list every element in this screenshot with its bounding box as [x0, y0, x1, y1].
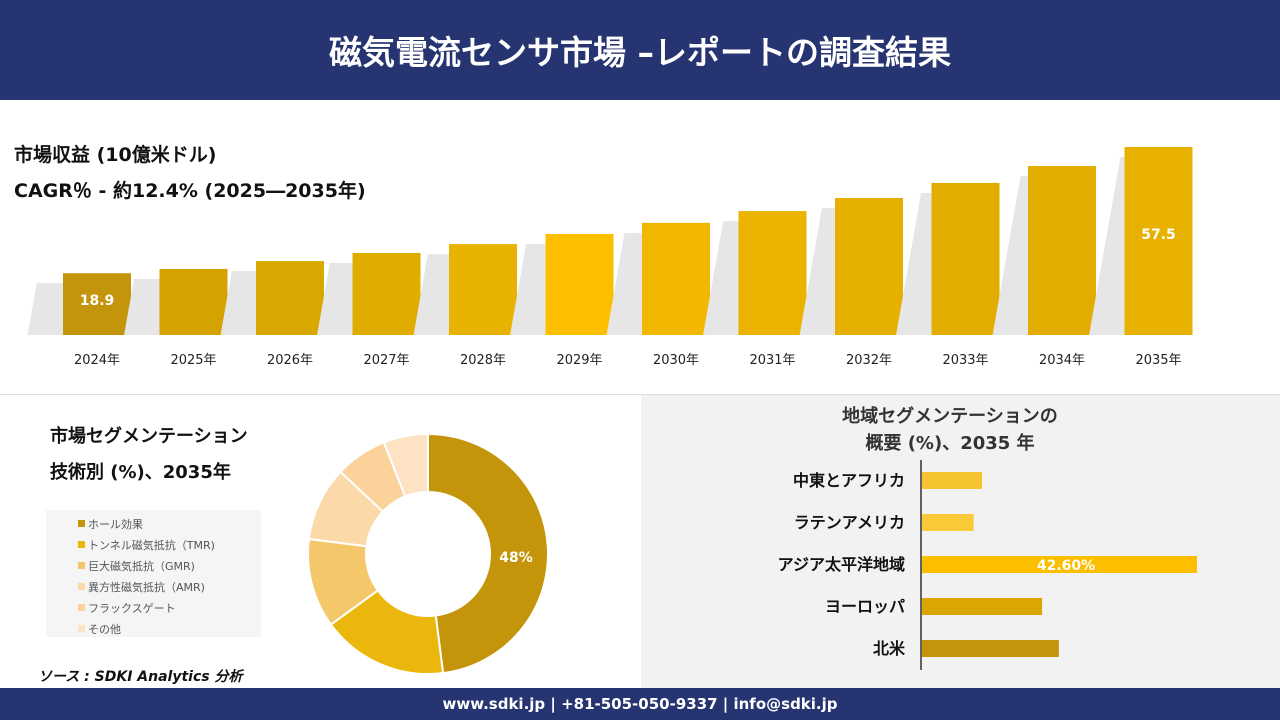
- donut-legend: ホール効果トンネル磁気抵抗（TMR) 巨大磁気抵抗（GMR) 異方性磁気抵抗（AMR…: [46, 510, 261, 637]
- x-tick-label: 2026年: [267, 353, 313, 368]
- x-tick-label: 2025年: [170, 353, 216, 368]
- bar-ヨーロッパ: [922, 598, 1043, 615]
- bar-2032年: [835, 198, 903, 335]
- regional-segment-panel: [641, 395, 1280, 688]
- regional-title-line1: 地域セグメンテーションの: [842, 406, 1058, 427]
- x-tick-label: 2033年: [942, 353, 988, 368]
- y-tick-label: ラテンアメリカ: [794, 513, 905, 532]
- bar-2026年: [256, 261, 324, 335]
- bar-中東とアフリカ: [922, 472, 983, 489]
- technology-donut-chart: 48%: [307, 432, 549, 675]
- bar-2025年: [159, 268, 228, 335]
- bar-2035年: [1124, 147, 1193, 335]
- bar-2029年: [545, 233, 614, 335]
- divider: [0, 394, 1280, 395]
- bar-2033年: [931, 182, 1000, 335]
- legend-swatch: [78, 541, 85, 548]
- x-tick-label: 2032年: [846, 353, 892, 368]
- x-tick-label: 2031年: [749, 353, 795, 368]
- legend-label: 異方性磁気抵抗（AMR): [88, 580, 205, 594]
- legend-label: トンネル磁気抵抗（TMR): [88, 538, 215, 552]
- y-tick-label: アジア太平洋地域: [778, 555, 905, 574]
- bar-北米: [922, 640, 1059, 657]
- donut-slice-0: [427, 432, 549, 675]
- legend-swatch: [78, 604, 85, 611]
- legend-item: ホール効果: [78, 513, 261, 534]
- bar-2034年: [1028, 165, 1096, 335]
- x-tick-label: 2029年: [556, 353, 602, 368]
- legend-item: トンネル磁気抵抗（TMR): [78, 534, 261, 555]
- legend-item: フラックスゲート: [78, 597, 261, 618]
- legend-label: その他: [88, 622, 121, 636]
- bar-2031年: [738, 211, 807, 335]
- bar-2024年: [63, 273, 131, 335]
- legend-swatch: [78, 562, 85, 569]
- data-label: 57.5: [1141, 227, 1176, 243]
- x-tick-label: 2034年: [1039, 353, 1085, 368]
- bar-アジア太平洋地域: [922, 556, 1197, 573]
- legend-item: その他: [78, 618, 261, 639]
- regional-chart-title: 地域セグメンテーションの 概要 (%)、2035 年: [800, 403, 1100, 457]
- cagr-label: CAGR％ - 約12.4% (2025―2035年): [14, 180, 366, 202]
- x-tick-label: 2035年: [1135, 353, 1181, 368]
- legend-swatch: [78, 520, 85, 527]
- x-tick-label: 2028年: [460, 353, 506, 368]
- page-title: 磁気電流センサ市場 –レポートの調査結果: [0, 0, 1280, 100]
- legend-label: フラックスゲート: [88, 601, 176, 615]
- revenue-bar-chart: 2024年 18.9 2025年 2026年 2027年 2028年 2029年 2030年 2…: [27, 147, 1193, 368]
- legend-item: 異方性磁気抵抗（AMR): [78, 576, 261, 597]
- bar-2030年: [642, 222, 710, 335]
- donut-data-label: 48%: [499, 550, 533, 566]
- y-tick-label: 北米: [873, 639, 906, 658]
- segment-subtitle: 技術別 (%)、2035年: [50, 462, 231, 483]
- legend-label: ホール効果: [88, 517, 143, 531]
- source-note: ソース : SDKI Analytics 分析: [38, 669, 243, 685]
- footer-contact: www.sdki.jp | +81-505-050-9337 | info@sd…: [0, 688, 1280, 720]
- revenue-chart-title: 市場収益 (10億米ドル): [14, 144, 217, 166]
- bar-2027年: [352, 252, 421, 335]
- legend-swatch: [78, 583, 85, 590]
- y-tick-label: ヨーロッパ: [825, 597, 905, 616]
- legend-swatch: [78, 625, 85, 632]
- x-tick-label: 2024年: [74, 353, 120, 368]
- legend-item: 巨大磁気抵抗（GMR): [78, 555, 261, 576]
- legend-label: 巨大磁気抵抗（GMR): [88, 559, 195, 573]
- y-tick-label: 中東とアフリカ: [793, 471, 905, 490]
- x-tick-label: 2030年: [653, 353, 699, 368]
- segment-title: 市場セグメンテーション: [50, 426, 248, 447]
- data-label: 18.9: [80, 293, 115, 309]
- data-label: 42.60%: [1037, 558, 1095, 574]
- x-tick-label: 2027年: [363, 353, 409, 368]
- regional-title-line2: 概要 (%)、2035 年: [865, 433, 1035, 454]
- bar-2028年: [449, 244, 517, 335]
- bar-ラテンアメリカ: [922, 514, 974, 531]
- donut-slice-5: [382, 432, 429, 498]
